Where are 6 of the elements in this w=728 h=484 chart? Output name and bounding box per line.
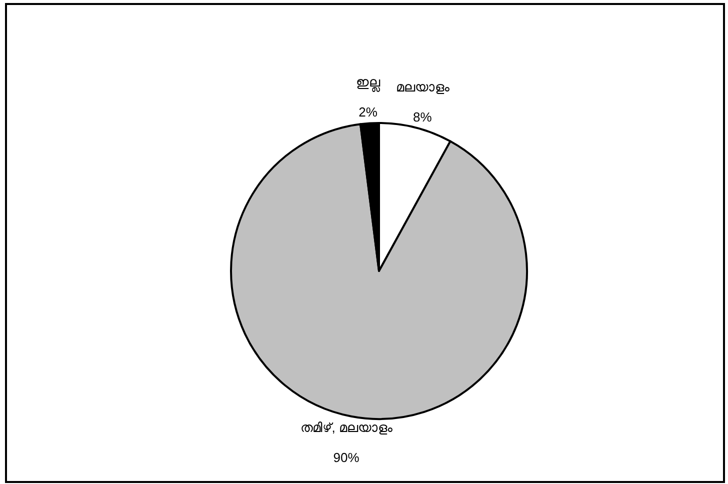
data-label: 8% [413, 109, 432, 124]
slice-label: തമിഴ്, മലയാളം [300, 420, 393, 435]
slice-label: ഇല്ല [356, 74, 382, 92]
data-label: 2% [358, 104, 378, 120]
data-label: 90% [333, 450, 360, 465]
slice-label: മലയാളം [396, 79, 450, 94]
